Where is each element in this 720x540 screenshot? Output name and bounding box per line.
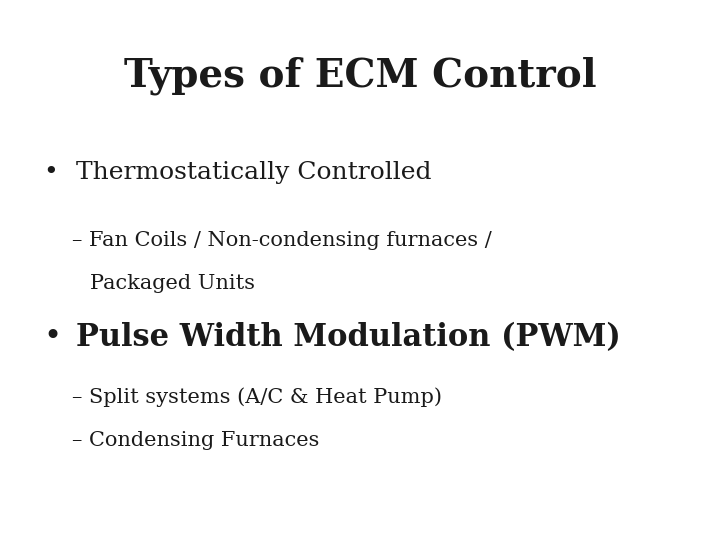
Text: – Split systems (A/C & Heat Pump): – Split systems (A/C & Heat Pump) (72, 387, 442, 407)
Text: Types of ECM Control: Types of ECM Control (124, 56, 596, 95)
Text: Pulse Width Modulation (PWM): Pulse Width Modulation (PWM) (76, 322, 621, 353)
Text: •: • (43, 322, 61, 353)
Text: – Fan Coils / Non-condensing furnaces /: – Fan Coils / Non-condensing furnaces / (72, 231, 492, 250)
Text: Packaged Units: Packaged Units (90, 274, 255, 293)
Text: •: • (43, 161, 58, 184)
Text: Thermostatically Controlled: Thermostatically Controlled (76, 161, 431, 184)
Text: – Condensing Furnaces: – Condensing Furnaces (72, 430, 320, 450)
